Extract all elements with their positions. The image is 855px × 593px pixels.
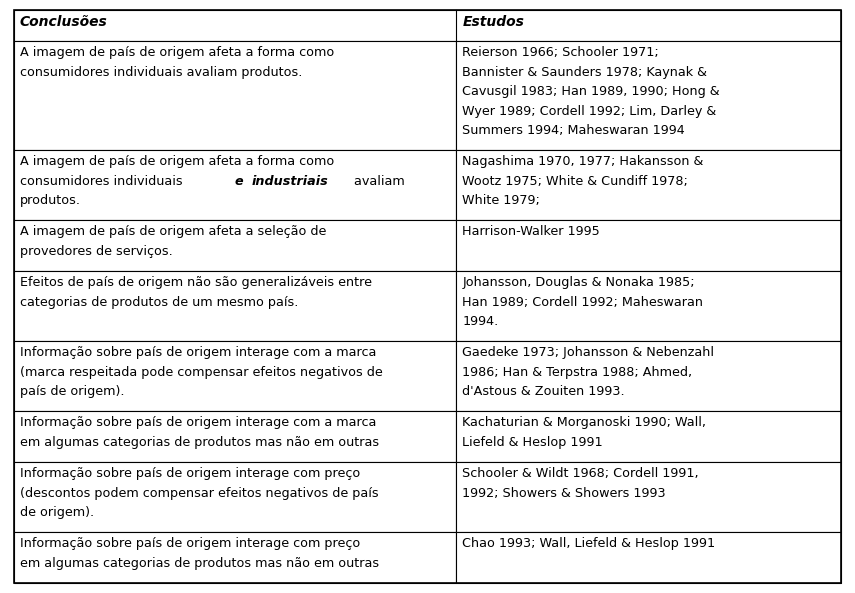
Text: Reierson 1966; Schooler 1971;: Reierson 1966; Schooler 1971; — [463, 46, 659, 59]
Bar — [14, 462, 457, 533]
Text: provedores de serviços.: provedores de serviços. — [20, 245, 173, 258]
Bar — [14, 221, 457, 271]
Text: Informação sobre país de origem interage com preço: Informação sobre país de origem interage… — [20, 537, 360, 550]
Text: Wyer 1989; Cordell 1992; Lim, Darley &: Wyer 1989; Cordell 1992; Lim, Darley & — [463, 104, 716, 117]
Text: em algumas categorias de produtos mas não em outras: em algumas categorias de produtos mas nã… — [20, 436, 379, 449]
Text: Wootz 1975; White & Cundiff 1978;: Wootz 1975; White & Cundiff 1978; — [463, 175, 688, 188]
Text: Schooler & Wildt 1968; Cordell 1991,: Schooler & Wildt 1968; Cordell 1991, — [463, 467, 699, 480]
Text: Gaedeke 1973; Johansson & Nebenzahl: Gaedeke 1973; Johansson & Nebenzahl — [463, 346, 715, 359]
Text: d'Astous & Zouiten 1993.: d'Astous & Zouiten 1993. — [463, 385, 625, 398]
Bar — [14, 150, 457, 221]
Text: país de origem).: país de origem). — [20, 385, 125, 398]
Text: Han 1989; Cordell 1992; Maheswaran: Han 1989; Cordell 1992; Maheswaran — [463, 295, 704, 308]
Text: Liefeld & Heslop 1991: Liefeld & Heslop 1991 — [463, 436, 603, 449]
Bar — [457, 271, 841, 342]
Bar — [14, 10, 841, 42]
Text: Efeitos de país de origem não são generalizáveis entre: Efeitos de país de origem não são genera… — [20, 276, 372, 289]
Text: Summers 1994; Maheswaran 1994: Summers 1994; Maheswaran 1994 — [463, 124, 685, 137]
Text: Informação sobre país de origem interage com a marca: Informação sobre país de origem interage… — [20, 416, 376, 429]
Text: White 1979;: White 1979; — [463, 195, 540, 207]
Text: A imagem de país de origem afeta a forma como: A imagem de país de origem afeta a forma… — [20, 155, 334, 168]
Bar — [14, 342, 457, 412]
Text: (descontos podem compensar efeitos negativos de país: (descontos podem compensar efeitos negat… — [20, 487, 379, 500]
Text: consumidores individuais avaliam produtos.: consumidores individuais avaliam produto… — [20, 66, 303, 79]
Text: Cavusgil 1983; Han 1989, 1990; Hong &: Cavusgil 1983; Han 1989, 1990; Hong & — [463, 85, 720, 98]
Text: Bannister & Saunders 1978; Kaynak &: Bannister & Saunders 1978; Kaynak & — [463, 66, 707, 79]
Text: Kachaturian & Morganoski 1990; Wall,: Kachaturian & Morganoski 1990; Wall, — [463, 416, 706, 429]
Text: 1992; Showers & Showers 1993: 1992; Showers & Showers 1993 — [463, 487, 666, 500]
Text: Informação sobre país de origem interage com preço: Informação sobre país de origem interage… — [20, 467, 360, 480]
Bar — [14, 271, 457, 342]
Text: categorias de produtos de um mesmo país.: categorias de produtos de um mesmo país. — [20, 295, 298, 308]
Bar — [457, 42, 841, 150]
Text: industriais: industriais — [251, 175, 328, 188]
Text: e: e — [235, 175, 244, 188]
Bar — [457, 150, 841, 221]
Text: A imagem de país de origem afeta a seleção de: A imagem de país de origem afeta a seleç… — [20, 225, 327, 238]
Text: Estudos: Estudos — [463, 15, 524, 29]
Text: 1986; Han & Terpstra 1988; Ahmed,: 1986; Han & Terpstra 1988; Ahmed, — [463, 366, 693, 379]
Text: Nagashima 1970, 1977; Hakansson &: Nagashima 1970, 1977; Hakansson & — [463, 155, 704, 168]
Bar — [14, 42, 457, 150]
Text: 1994.: 1994. — [463, 315, 498, 328]
Text: Informação sobre país de origem interage com a marca: Informação sobre país de origem interage… — [20, 346, 376, 359]
Bar — [457, 462, 841, 533]
Text: de origem).: de origem). — [20, 506, 94, 519]
Text: em algumas categorias de produtos mas não em outras: em algumas categorias de produtos mas nã… — [20, 557, 379, 570]
Text: avaliam: avaliam — [351, 175, 405, 188]
Text: Chao 1993; Wall, Liefeld & Heslop 1991: Chao 1993; Wall, Liefeld & Heslop 1991 — [463, 537, 716, 550]
Text: A imagem de país de origem afeta a forma como: A imagem de país de origem afeta a forma… — [20, 46, 334, 59]
Bar — [457, 412, 841, 462]
Bar — [14, 412, 457, 462]
Bar — [457, 342, 841, 412]
Text: produtos.: produtos. — [20, 195, 81, 207]
Text: (marca respeitada pode compensar efeitos negativos de: (marca respeitada pode compensar efeitos… — [20, 366, 383, 379]
Bar — [14, 533, 457, 583]
Bar — [457, 221, 841, 271]
Bar — [457, 533, 841, 583]
Text: Johansson, Douglas & Nonaka 1985;: Johansson, Douglas & Nonaka 1985; — [463, 276, 695, 289]
Text: Harrison-Walker 1995: Harrison-Walker 1995 — [463, 225, 600, 238]
Text: consumidores individuais: consumidores individuais — [20, 175, 186, 188]
Text: Conclusões: Conclusões — [20, 15, 108, 29]
